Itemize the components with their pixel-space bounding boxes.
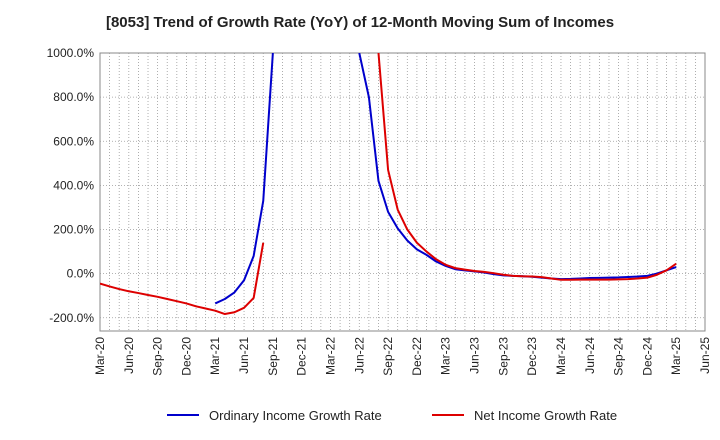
legend-label-ordinary: Ordinary Income Growth Rate	[209, 407, 382, 423]
y-tick-label: 600.0%	[53, 134, 94, 148]
y-tick-label: 200.0%	[53, 223, 94, 237]
x-tick-label: Sep-20	[151, 337, 165, 376]
x-tick-label: Jun-24	[583, 337, 597, 374]
y-tick-label: -200.0%	[49, 311, 94, 325]
legend: Ordinary Income Growth Rate Net Income G…	[0, 404, 720, 426]
series-line-net-income	[100, 242, 265, 316]
x-tick-label: Jun-25	[698, 337, 712, 374]
x-tick-label: Mar-23	[439, 337, 453, 375]
chart-title: [8053] Trend of Growth Rate (YoY) of 12-…	[105, 14, 615, 31]
axis-ticks: 1000.0% 800.0% 600.0% 400.0% 200.0% 0.0% -200.…	[47, 46, 712, 376]
x-tick-label: Sep-21	[266, 337, 280, 376]
x-tick-label: Mar-24	[554, 337, 568, 375]
x-tick-label: Jun-23	[468, 337, 482, 374]
x-tick-label: Mar-22	[323, 337, 337, 375]
x-tick-label: Sep-22	[381, 337, 395, 376]
x-tick-label: Dec-22	[410, 337, 424, 376]
legend-label-net: Net Income Growth Rate	[474, 407, 618, 423]
y-tick-label: 400.0%	[53, 178, 94, 192]
x-tick-label: Dec-21	[295, 337, 309, 376]
x-tick-label: Dec-23	[525, 337, 539, 376]
x-tick-label: Mar-20	[93, 337, 107, 375]
x-tick-label: Jun-20	[122, 337, 136, 374]
legend-swatch-net	[432, 414, 464, 416]
x-tick-label: Jun-22	[352, 337, 366, 374]
x-tick-label: Mar-21	[208, 337, 222, 375]
legend-item-net: Net Income Growth Rate	[432, 404, 617, 426]
series-line-ordinary-income	[214, 53, 274, 305]
x-tick-label: Sep-24	[612, 337, 626, 376]
x-tick-label: Dec-20	[179, 337, 193, 376]
x-tick-label: Dec-24	[640, 337, 654, 376]
legend-swatch-ordinary	[167, 414, 199, 416]
series-line-net-income	[377, 53, 677, 281]
x-tick-label: Jun-21	[237, 337, 251, 374]
legend-item-ordinary: Ordinary Income Growth Rate	[167, 404, 382, 426]
x-tick-label: Sep-23	[496, 337, 510, 376]
x-tick-label: Mar-25	[669, 337, 683, 375]
y-tick-label: 1000.0%	[47, 46, 95, 60]
series-lines	[100, 53, 677, 316]
y-tick-label: 0.0%	[67, 267, 95, 281]
y-tick-label: 800.0%	[53, 90, 94, 104]
plot-area	[99, 52, 706, 332]
